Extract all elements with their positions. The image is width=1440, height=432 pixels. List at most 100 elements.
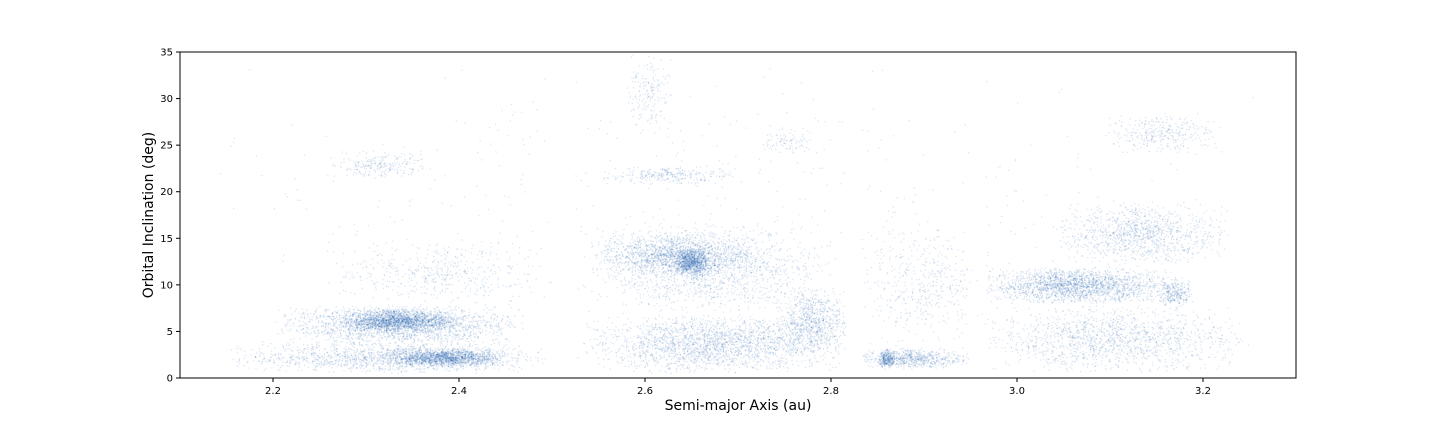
data-point [411,351,413,354]
data-point [480,319,482,321]
data-point [440,331,442,333]
data-point [316,359,318,361]
data-point [290,307,292,309]
data-point [273,359,275,361]
data-point [441,319,443,321]
data-point [467,328,469,331]
data-point [334,333,336,335]
data-point [433,335,436,338]
data-point [489,353,491,356]
data-point [403,308,405,311]
data-point [315,347,317,350]
data-point [414,359,416,361]
data-point [332,342,334,344]
data-point [380,327,382,329]
data-point [376,319,378,321]
data-point [238,360,241,362]
data-point [496,326,498,328]
data-point [230,349,232,351]
data-point [302,358,304,361]
data-point [381,317,383,319]
data-point [315,362,318,365]
data-point [446,326,448,328]
data-point [446,359,448,362]
data-point [393,319,395,321]
data-point [337,310,339,312]
data-point [429,357,431,359]
data-point [291,354,294,357]
data-point [445,352,447,354]
data-point [454,307,456,309]
data-point [422,322,424,324]
data-point [312,361,314,363]
data-point [416,357,418,359]
data-point [466,338,468,340]
data-point [331,313,333,315]
data-point [510,323,512,325]
data-point [410,363,412,366]
data-point [491,355,493,358]
data-point [381,345,383,347]
data-point [297,369,299,372]
data-point [460,357,463,359]
data-point [287,348,289,350]
data-point [447,325,449,327]
data-point [358,323,360,325]
data-point [428,359,430,361]
data-point [352,367,354,369]
data-point [341,341,343,343]
data-point [427,318,429,320]
data-point [425,336,427,339]
data-point [400,318,402,320]
data-point [371,314,374,316]
data-point [369,327,371,330]
data-point [385,354,387,356]
data-point [462,365,464,368]
data-point [492,362,494,364]
data-point [416,327,418,329]
data-point [353,351,356,353]
data-point [434,322,437,324]
data-point [368,348,370,350]
data-point [422,330,424,332]
data-point [428,351,430,353]
data-point [463,316,465,318]
data-point [477,336,479,338]
data-point [358,322,360,324]
data-point [413,354,415,356]
data-point [411,366,413,368]
data-point [450,326,452,328]
data-point [341,322,343,324]
data-point [354,358,356,360]
data-point [392,352,394,354]
data-point [305,357,308,359]
data-point [428,312,430,314]
data-point [475,332,477,334]
data-point [436,353,438,355]
data-point [367,345,369,348]
data-point [373,343,375,345]
data-point [477,328,480,330]
data-point [460,356,462,358]
data-point [384,326,386,328]
data-point [396,353,398,356]
data-point [468,353,471,355]
data-point [391,325,394,327]
data-point [348,356,350,358]
data-point [460,310,462,312]
data-point [520,350,522,352]
data-point [350,370,352,372]
data-point [320,322,322,324]
data-point [381,357,383,359]
data-point [335,362,337,364]
data-point [411,353,414,355]
data-point [432,356,434,358]
data-point [429,349,432,351]
data-point [540,348,542,351]
data-point [330,361,333,363]
data-point [278,309,280,311]
data-point [313,354,315,356]
data-point [469,344,471,346]
data-point [315,336,317,338]
data-point [386,325,388,327]
